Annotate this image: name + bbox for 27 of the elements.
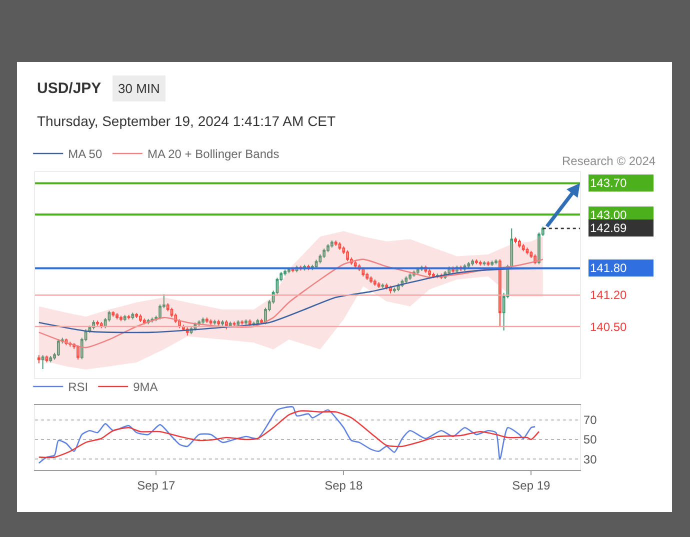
legend-label: MA 20 + Bollinger Bands [147, 147, 280, 162]
candlestick [514, 236, 517, 244]
candlestick [502, 292, 506, 332]
text: 30 MIN [118, 81, 160, 96]
ref-line-label: 143.70 [590, 176, 628, 190]
candlestick [284, 269, 286, 276]
candlestick [541, 226, 544, 237]
legend-label: RSI [68, 380, 88, 394]
chart-subtitle: Thursday, September 19, 2024 1:41:17 AM CET [37, 113, 336, 129]
x-tick-label: Sep 17 [137, 478, 176, 492]
candlestick [280, 271, 283, 282]
line-series [38, 410, 540, 458]
line-series [38, 406, 536, 464]
x-tick-label: Sep 19 [512, 478, 550, 492]
y-tick-label: 50 [583, 432, 598, 447]
y-tick-label: 30 [583, 452, 598, 466]
ref-line-label: 143.00 [590, 208, 628, 222]
y-tick-label: 70 [583, 412, 598, 427]
ref-line-label: 141.80 [590, 261, 628, 275]
ref-line-label: 142.69 [590, 221, 628, 235]
legend-label: MA 50 [68, 147, 102, 162]
text: Research © 2024 [562, 154, 656, 168]
ref-line-label: 141.20 [590, 288, 628, 302]
ref-line-label: 140.50 [590, 320, 628, 334]
x-tick-label: Sep 18 [324, 478, 363, 492]
legend-label: 9MA [133, 380, 158, 394]
chart-title: USD/JPY [37, 80, 102, 97]
